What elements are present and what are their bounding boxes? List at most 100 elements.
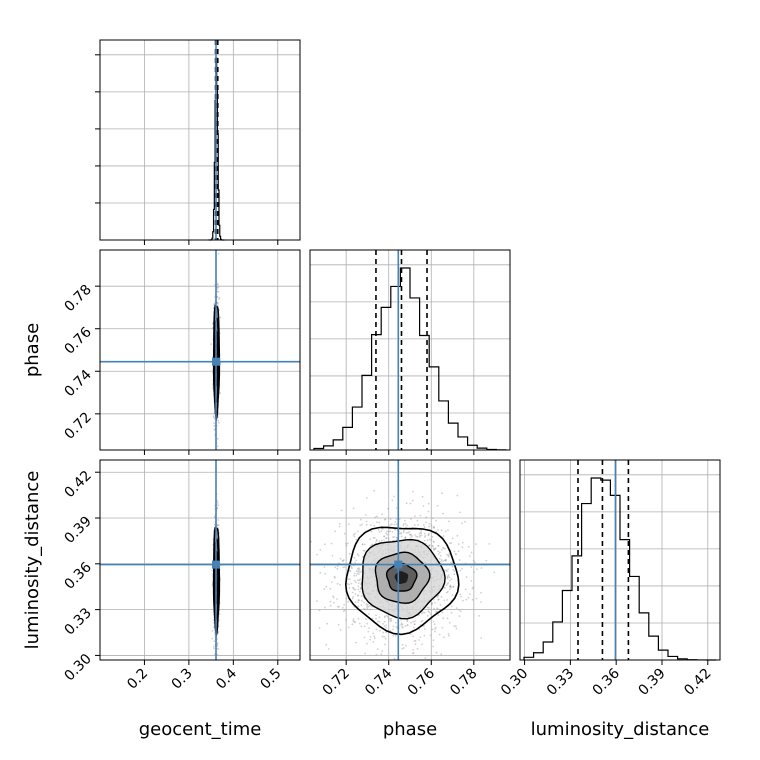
scatter-point bbox=[361, 543, 364, 545]
scatter-point bbox=[217, 290, 220, 293]
scatter-point bbox=[216, 288, 219, 290]
scatter-point bbox=[372, 641, 375, 643]
scatter-point bbox=[213, 626, 216, 629]
scatter-point bbox=[357, 594, 359, 596]
scatter-point bbox=[453, 550, 456, 553]
scatter-point bbox=[364, 652, 367, 655]
scatter-point bbox=[387, 537, 390, 540]
scatter-point bbox=[461, 541, 464, 544]
scatter-point bbox=[383, 535, 386, 538]
scatter-point bbox=[440, 596, 443, 598]
scatter-point bbox=[480, 567, 483, 569]
scatter-point bbox=[469, 593, 471, 595]
scatter-point bbox=[431, 628, 434, 631]
scatter-point bbox=[355, 641, 357, 644]
x-tick-label: 0.72 bbox=[320, 666, 353, 699]
scatter-point bbox=[373, 525, 376, 527]
scatter-point bbox=[218, 613, 221, 616]
scatter-point bbox=[431, 603, 433, 606]
scatter-point bbox=[383, 625, 386, 627]
scatter-point bbox=[446, 590, 449, 593]
x-tick-label: 0.78 bbox=[447, 666, 480, 699]
scatter-point bbox=[355, 559, 357, 562]
scatter-point bbox=[357, 582, 360, 584]
scatter-point bbox=[424, 534, 427, 537]
scatter-point bbox=[433, 541, 435, 543]
panel-frame bbox=[99, 459, 301, 661]
scatter-point bbox=[324, 572, 327, 575]
scatter-point bbox=[360, 583, 362, 586]
scatter-point bbox=[436, 607, 438, 610]
scatter-point bbox=[437, 598, 440, 601]
scatter-point bbox=[432, 620, 435, 623]
scatter-point bbox=[347, 600, 350, 603]
scatter-point bbox=[336, 598, 338, 600]
scatter-point bbox=[211, 637, 214, 640]
scatter-point bbox=[383, 535, 386, 538]
scatter-point bbox=[355, 574, 358, 577]
scatter-point bbox=[446, 583, 449, 585]
scatter-point bbox=[374, 516, 377, 519]
scatter-point bbox=[445, 584, 448, 587]
scatter-point bbox=[447, 633, 450, 635]
scatter-point bbox=[432, 548, 435, 551]
scatter-point bbox=[412, 635, 415, 638]
scatter-point bbox=[354, 532, 356, 535]
scatter-point bbox=[363, 636, 366, 639]
scatter-point bbox=[381, 513, 383, 516]
scatter-point bbox=[352, 507, 355, 510]
scatter-point bbox=[437, 550, 439, 553]
scatter-point bbox=[461, 546, 464, 549]
scatter-point bbox=[324, 606, 326, 609]
scatter-point bbox=[348, 583, 351, 586]
scatter-point bbox=[377, 620, 379, 623]
scatter-point bbox=[372, 632, 374, 635]
scatter-point bbox=[458, 559, 461, 561]
scatter-point bbox=[401, 626, 404, 629]
scatter-point bbox=[410, 518, 412, 520]
scatter-point bbox=[398, 518, 401, 520]
grid-lines bbox=[100, 40, 300, 240]
scatter-point bbox=[325, 643, 328, 646]
scatter-point bbox=[394, 622, 397, 624]
scatter-point bbox=[439, 551, 441, 554]
scatter-point bbox=[433, 526, 436, 529]
x-axis-label-geocent_time: geocent_time bbox=[139, 719, 262, 740]
scatter-point bbox=[441, 626, 444, 629]
scatter-point bbox=[454, 552, 457, 555]
scatter-point bbox=[435, 626, 437, 629]
scatter-point bbox=[430, 524, 433, 527]
scatter-point bbox=[218, 296, 221, 299]
scatter-point bbox=[378, 531, 381, 533]
scatter-point bbox=[217, 419, 220, 422]
scatter-point bbox=[460, 595, 463, 598]
scatter-point bbox=[444, 587, 446, 589]
scatter-point bbox=[432, 526, 435, 529]
scatter-point bbox=[387, 507, 389, 510]
scatter-point bbox=[377, 529, 380, 531]
scatter-point bbox=[217, 519, 220, 521]
scatter-point bbox=[357, 554, 360, 557]
scatter-point bbox=[342, 566, 345, 569]
grid-lines bbox=[520, 460, 720, 660]
scatter-point bbox=[354, 593, 357, 595]
scatter-point bbox=[436, 504, 439, 507]
scatter-point bbox=[431, 544, 434, 547]
scatter-point bbox=[423, 625, 425, 627]
scatter-point bbox=[445, 569, 448, 572]
scatter-point bbox=[347, 626, 350, 629]
scatter-point bbox=[432, 540, 435, 543]
scatter-point bbox=[437, 598, 440, 601]
scatter-point bbox=[381, 635, 384, 638]
scatter-point bbox=[217, 252, 220, 255]
scatter-point bbox=[334, 530, 336, 533]
scatter-point bbox=[456, 494, 459, 497]
scatter-point bbox=[406, 524, 409, 527]
scatter-point bbox=[338, 523, 341, 525]
scatter-point bbox=[355, 581, 357, 584]
scatter-point bbox=[358, 579, 361, 582]
panel-frame bbox=[309, 249, 511, 451]
scatter-point bbox=[363, 601, 365, 604]
scatter-point bbox=[426, 614, 429, 617]
y-axis-label-phase: phase bbox=[22, 323, 43, 377]
